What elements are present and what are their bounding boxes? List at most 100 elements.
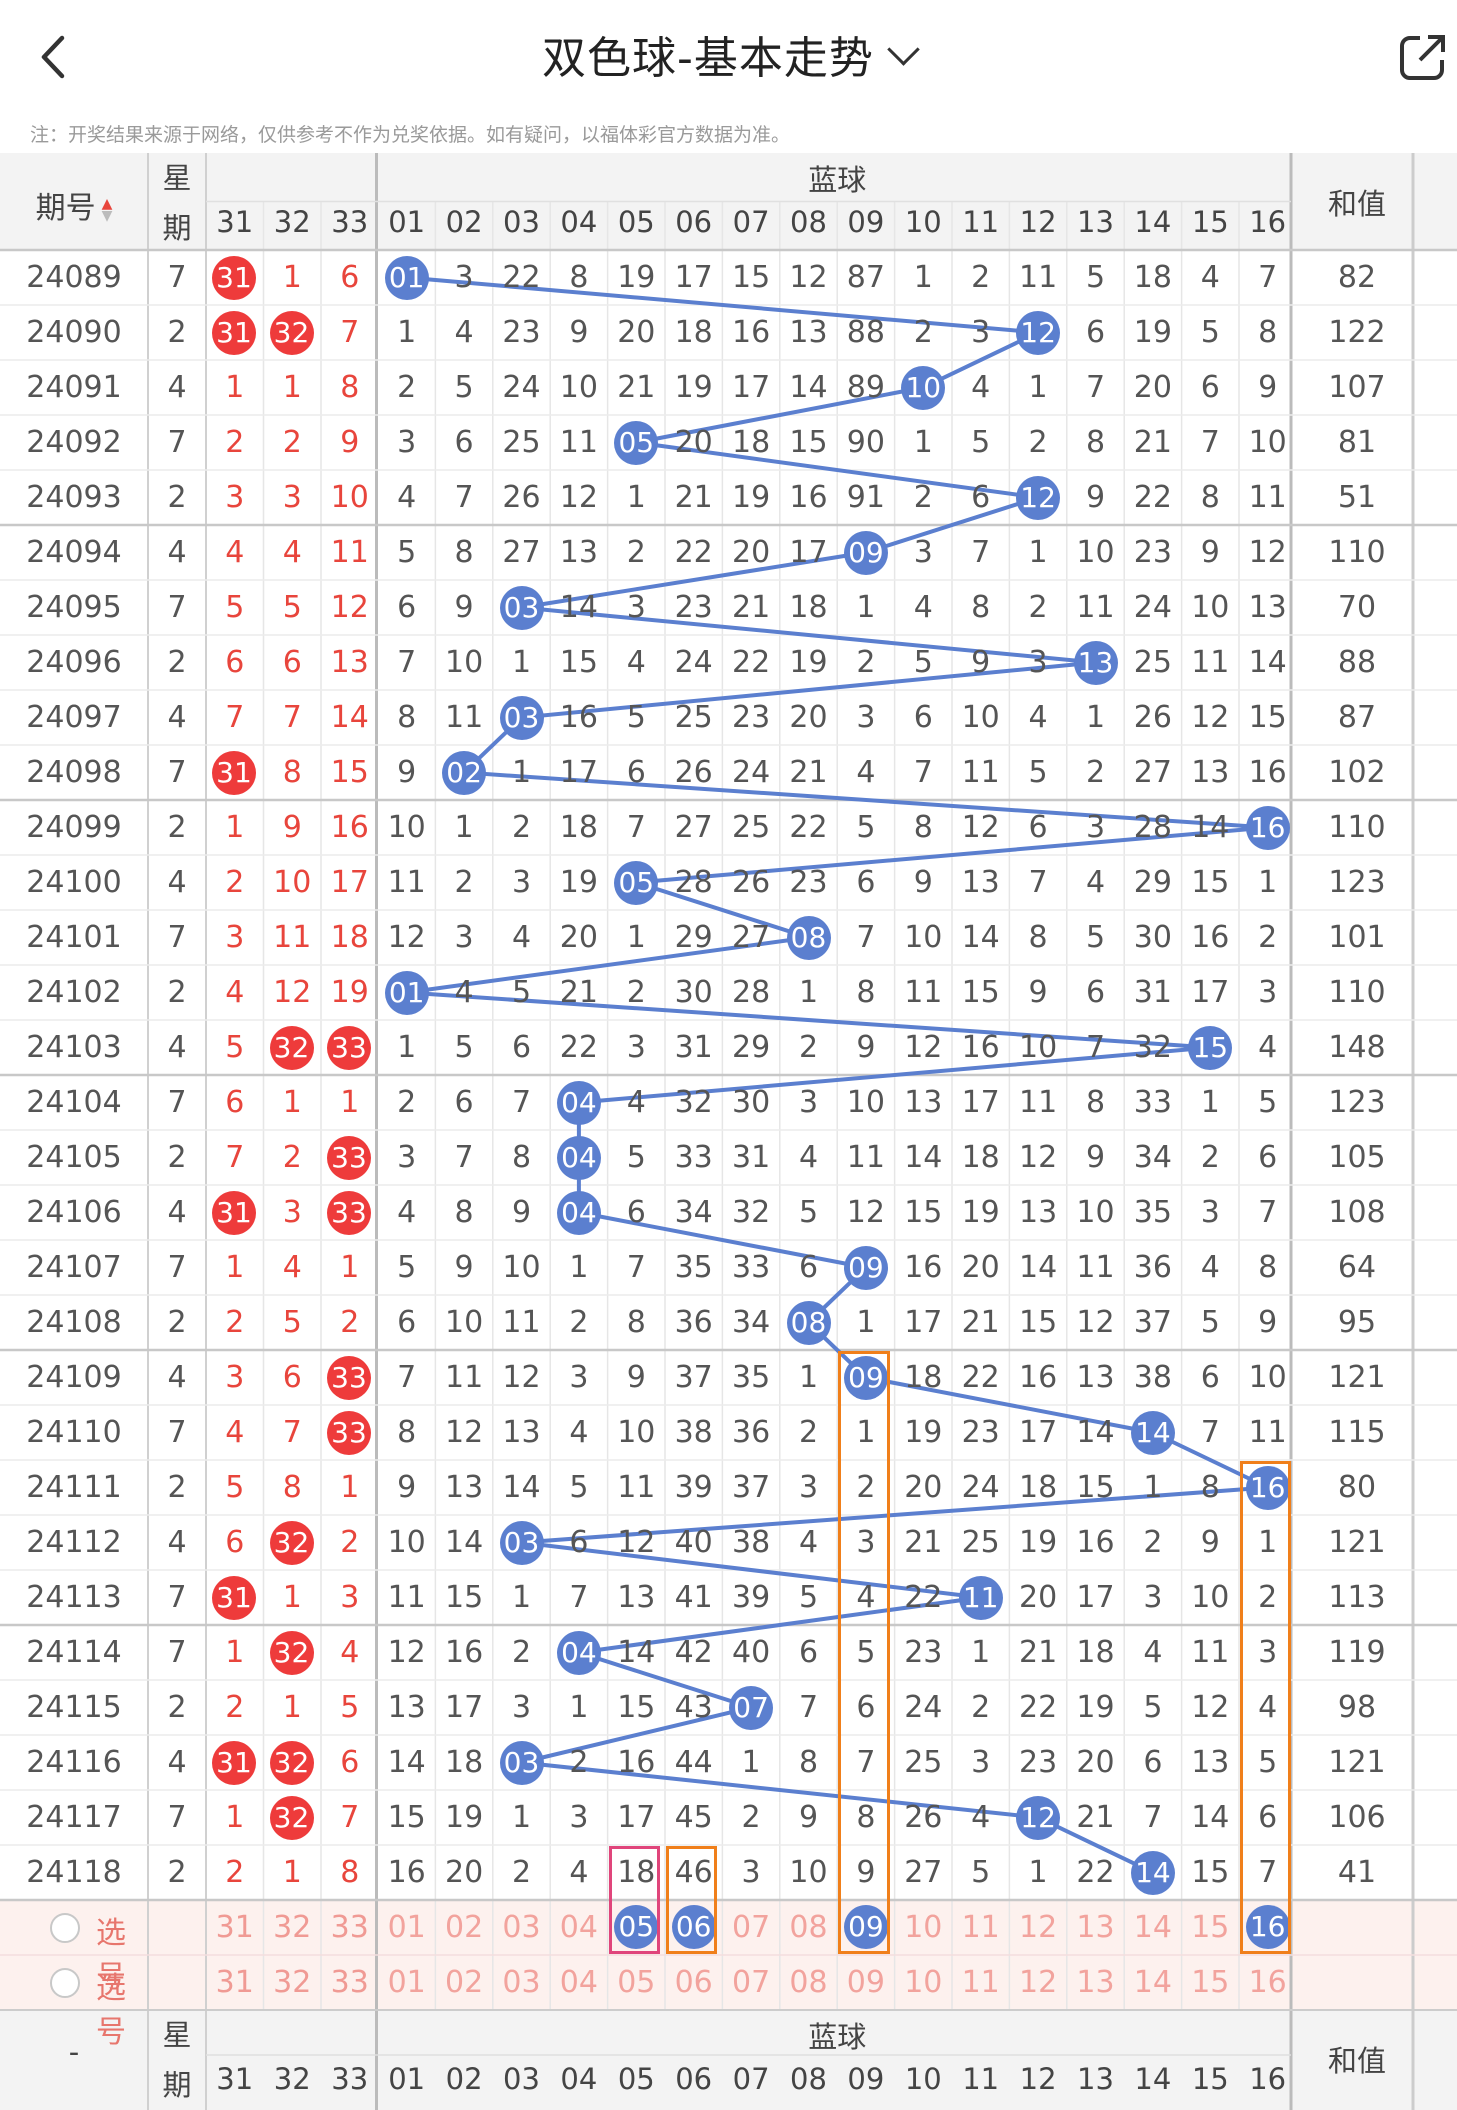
select-red-number[interactable]: 31 (215, 1965, 254, 2000)
select-blue-number[interactable]: 12 (1018, 1910, 1058, 1945)
blue-omission: 3 (569, 1360, 589, 1395)
select-blue-number[interactable]: 15 (1191, 1965, 1230, 2000)
blue-col-header: 10 (904, 205, 942, 239)
blue-omission: 13 (1191, 755, 1230, 790)
select-radio[interactable] (50, 1913, 80, 1943)
select-red-number[interactable]: 31 (215, 1910, 254, 1945)
red-omission: 3 (225, 480, 245, 515)
select-blue-number[interactable]: 16 (1248, 1965, 1287, 2000)
blue-omission: 18 (789, 590, 828, 625)
select-blue-number[interactable]: 12 (1018, 1965, 1058, 2000)
blue-omission: 20 (1133, 370, 1172, 405)
select-blue-selected[interactable]: 05 (614, 1905, 659, 1949)
blue-omission: 12 (502, 1360, 541, 1395)
select-blue-number[interactable]: 09 (846, 1965, 885, 2000)
weekday: 4 (167, 1525, 187, 1560)
blue-omission: 15 (1191, 865, 1230, 900)
select-blue-number[interactable]: 10 (904, 1910, 943, 1945)
blue-omission: 5 (626, 700, 646, 735)
back-arrow-icon[interactable] (30, 30, 80, 85)
blue-col-header: 01 (388, 205, 426, 239)
sum-value: 95 (1337, 1305, 1377, 1340)
sum-value: 122 (1328, 315, 1386, 350)
blue-omission: 11 (1018, 1085, 1058, 1120)
blue-omission: 43 (674, 1690, 713, 1725)
select-blue-number[interactable]: 02 (444, 1910, 484, 1945)
select-blue-number[interactable]: 03 (502, 1910, 541, 1945)
blue-group-header: 蓝球 (808, 163, 867, 197)
blue-omission: 1 (856, 1305, 876, 1340)
select-blue-number[interactable]: 10 (904, 1965, 943, 2000)
sum-value: 102 (1328, 755, 1386, 790)
select-blue-number[interactable]: 13 (1076, 1965, 1115, 2000)
issue-sort-header[interactable]: 期号 ▲ ▼ (0, 183, 148, 227)
select-blue-number[interactable]: 11 (961, 1910, 1000, 1945)
select-blue-number[interactable]: 01 (387, 1965, 426, 2000)
select-blue-number[interactable]: 13 (1076, 1910, 1115, 1945)
blue-omission: 13 (444, 1470, 484, 1505)
blue-ball-hit: 03 (499, 1740, 544, 1785)
blue-omission: 6 (1200, 370, 1220, 405)
select-blue-number[interactable]: 07 (731, 1965, 771, 2000)
footer-blue-col: 04 (560, 2062, 598, 2096)
blue-omission: 2 (913, 315, 933, 350)
select-red-number[interactable]: 32 (273, 1910, 312, 1945)
select-blue-number[interactable]: 14 (1133, 1965, 1172, 2000)
red-omission: 16 (330, 810, 369, 845)
blue-omission: 4 (454, 975, 474, 1010)
blue-omission: 5 (1258, 1745, 1278, 1780)
blue-omission: 12 (846, 1195, 885, 1230)
select-blue-number[interactable]: 02 (444, 1965, 484, 2000)
blue-omission: 8 (913, 810, 933, 845)
select-blue-number[interactable]: 03 (502, 1965, 541, 2000)
select-radio[interactable] (50, 1968, 80, 1998)
page-title-dropdown[interactable]: 双色球-基本走势 (0, 22, 1457, 86)
select-red-number[interactable]: 32 (273, 1965, 312, 2000)
footer-blue-col: 14 (1134, 2062, 1172, 2096)
blue-omission: 3 (971, 315, 991, 350)
weekday: 4 (167, 865, 187, 900)
select-blue-number[interactable]: 14 (1133, 1910, 1172, 1945)
blue-omission: 14 (961, 920, 1000, 955)
blue-omission: 13 (1076, 1360, 1115, 1395)
select-red-number[interactable]: 33 (330, 1910, 369, 1945)
blue-omission: 17 (444, 1690, 484, 1725)
blue-ball-hit: 13 (1073, 640, 1118, 685)
blue-omission: 23 (731, 700, 771, 735)
share-icon[interactable] (1398, 32, 1448, 82)
select-blue-number[interactable]: 06 (674, 1965, 713, 2000)
blue-omission: 12 (617, 1525, 656, 1560)
select-blue-number[interactable]: 01 (387, 1910, 426, 1945)
select-red-number[interactable]: 33 (330, 1965, 369, 2000)
blue-omission: 5 (798, 1580, 819, 1615)
blue-omission: 8 (1258, 1250, 1278, 1285)
select-blue-selected[interactable]: 09 (843, 1905, 888, 1949)
blue-ball-hit: 04 (556, 1190, 601, 1235)
select-blue-number[interactable]: 15 (1191, 1910, 1230, 1945)
select-blue-number[interactable]: 08 (789, 1965, 828, 2000)
issue-number: 24093 (26, 480, 122, 515)
select-blue-number[interactable]: 05 (617, 1965, 656, 2000)
sum-value: 148 (1328, 1030, 1386, 1065)
select-blue-number[interactable]: 11 (961, 1965, 1000, 2000)
select-blue-number[interactable]: 04 (559, 1910, 598, 1945)
weekday: 4 (167, 535, 187, 570)
blue-col-header: 07 (732, 205, 770, 239)
issue-number: 24100 (26, 865, 122, 900)
select-blue-selected[interactable]: 06 (671, 1905, 716, 1949)
blue-omission: 3 (798, 1470, 819, 1505)
blue-omission: 10 (1248, 425, 1287, 460)
red-omission: 15 (330, 755, 369, 790)
red-omission: 4 (282, 535, 302, 570)
blue-omission: 12 (1248, 535, 1287, 570)
footer-sum-label: 和值 (1327, 2044, 1386, 2078)
blue-omission: 19 (1018, 1525, 1058, 1560)
issue-number: 24107 (26, 1250, 122, 1285)
select-blue-number[interactable]: 04 (559, 1965, 598, 2000)
blue-omission: 17 (904, 1305, 943, 1340)
red-omission: 1 (225, 1800, 245, 1835)
select-blue-selected[interactable]: 16 (1245, 1905, 1290, 1949)
select-blue-number[interactable]: 08 (789, 1910, 828, 1945)
blue-omission: 25 (1133, 645, 1172, 680)
select-blue-number[interactable]: 07 (731, 1910, 771, 1945)
